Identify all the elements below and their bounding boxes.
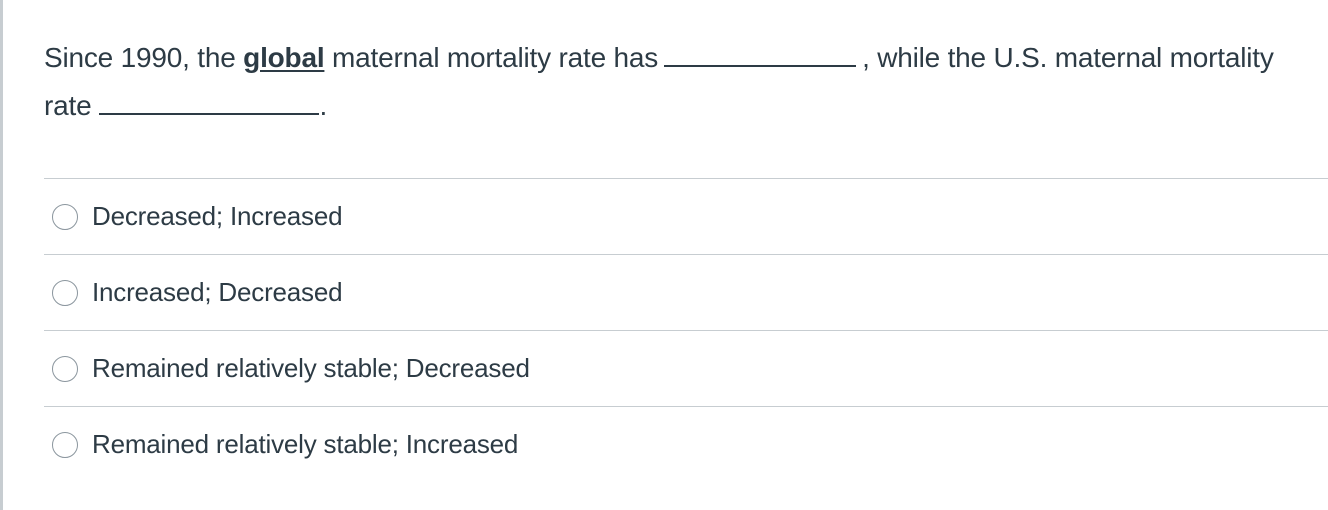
answer-label: Decreased; Increased [92,201,343,231]
question-part-1: Since 1990, the [44,42,244,73]
radio-button[interactable] [52,279,78,306]
question-part-2: maternal mortality rate has [324,42,659,73]
radio-button[interactable] [52,203,78,230]
radio-button[interactable] [52,431,78,458]
question-emphasis: global [243,42,325,73]
answer-label: Increased; Decreased [92,277,343,307]
blank-1 [664,39,857,67]
answer-label: Remained relatively stable; Decreased [92,353,530,383]
answer-option-2[interactable]: Increased; Decreased [44,254,1328,330]
radio-button[interactable] [52,355,78,382]
answer-option-4[interactable]: Remained relatively stable; Increased [44,406,1328,482]
answer-list: Decreased; Increased Increased; Decrease… [44,178,1328,482]
answer-option-3[interactable]: Remained relatively stable; Decreased [44,330,1328,406]
question-part-3: , while the U.S. maternal mortality rate [44,42,1274,121]
blank-2 [99,87,320,115]
question-part-4: . [319,90,328,121]
left-border [0,0,3,510]
answer-option-1[interactable]: Decreased; Increased [44,178,1328,254]
answer-label: Remained relatively stable; Increased [92,429,519,459]
question-text: Since 1990, the global maternal mortalit… [44,34,1314,130]
